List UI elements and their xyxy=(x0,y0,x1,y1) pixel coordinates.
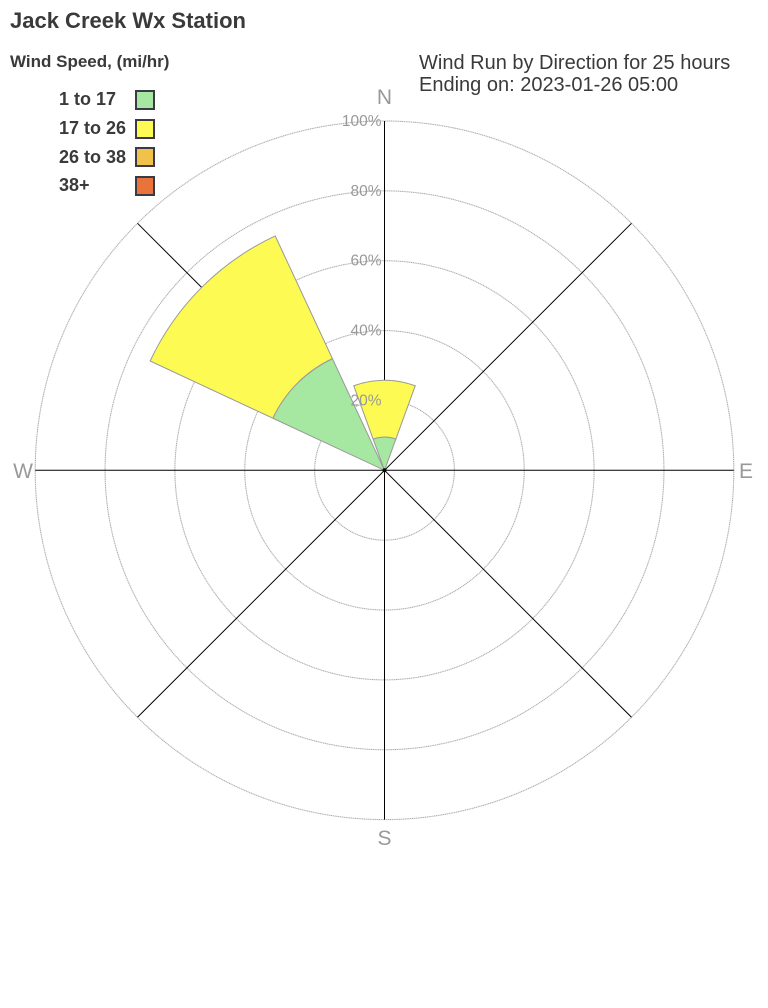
svg-text:80%: 80% xyxy=(350,183,381,200)
svg-text:W: W xyxy=(13,460,33,483)
svg-text:E: E xyxy=(739,460,753,483)
svg-text:N: N xyxy=(377,86,392,109)
svg-text:100%: 100% xyxy=(342,113,382,130)
svg-text:40%: 40% xyxy=(350,323,381,340)
svg-text:S: S xyxy=(377,827,391,850)
svg-text:20%: 20% xyxy=(350,393,381,410)
svg-text:60%: 60% xyxy=(350,253,381,270)
